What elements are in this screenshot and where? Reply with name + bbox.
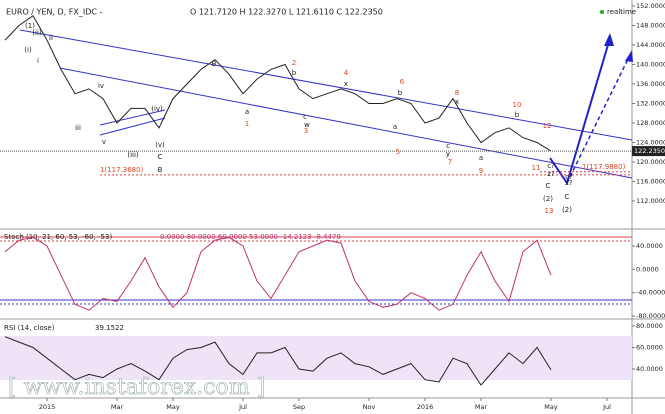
wave-label: 12 [543,122,552,130]
y-tick-label: 148.0000 [636,21,665,29]
chart-title: EURO / YEN, D, FX_IDC - [6,8,103,17]
y-tick-label: 152.0000 [636,2,665,10]
watermark: [ www.instaforex.com ] [8,375,265,400]
x-tick-label: 2016 [417,403,434,411]
arrow-head [625,50,633,62]
wave-label: z? [547,170,555,178]
wave-label: B [212,60,217,68]
wave-label: (2) [543,195,553,203]
y-tick-label: 116.0000 [636,177,665,185]
wave-label: 10 [513,101,522,109]
wave-label: b [398,89,403,97]
x-tick-label: Mar [111,403,124,411]
wave-label: B [158,166,163,174]
wave-label: 6 [400,78,405,86]
wave-label: b [515,111,520,119]
y-tick-label: 144.0000 [636,41,665,49]
y-tick-label: 60.0000 [636,343,663,351]
wave-label: 1 [245,120,249,128]
price-tag-label: 122.2350 [634,147,665,155]
wave-label: a [393,123,397,131]
wave-label: y [446,150,450,158]
x-tick-label: 2015 [39,403,56,411]
channel-line [59,67,633,179]
wave-label: 8 [455,89,459,97]
wave-label: z? [565,179,573,187]
wave-label: i [37,57,39,65]
wave-label: (v) [155,141,165,149]
x-tick-label: Jul [238,403,247,411]
price-tag [632,146,665,157]
wave-label: 13 [545,207,554,215]
ohlc: O 121.7120 H 122.3270 L 121.6110 C 122.2… [190,8,383,17]
level-label: 1(117.3680) [100,166,144,174]
wave-label: C [546,182,551,190]
wave-label: (1) [25,22,35,30]
wave-label: C [565,193,570,201]
y-tick-label: -80.0000 [636,312,665,320]
wave-label: v [102,138,106,146]
wave-label: 3 [304,127,308,135]
wave-label: iii [75,124,81,132]
y-tick-label: 120.0000 [636,158,665,166]
channel-line [99,109,166,126]
stoch-values: 0.0000 80.0000 60.0000 53.0000 -14.2123 … [160,233,341,241]
y-tick-label: -40.0000 [636,289,665,297]
wave-label: c? [547,162,555,170]
y-tick-label: 140.0000 [636,60,665,68]
realtime: realtime [607,8,636,16]
y-tick-label: 40.0000 [636,365,663,373]
wave-label: 2 [292,59,296,67]
wave-label: w [304,121,310,129]
wave-label: x [344,80,348,88]
channel-line [19,29,633,141]
arrow-head [604,33,614,46]
wave-label: 9 [479,167,483,175]
y-tick-label: 40.0000 [636,242,663,250]
wave-label: 11 [532,164,541,172]
x-tick-label: Jul [602,403,611,411]
x-tick-label: Nov [363,403,376,411]
wave-label: (ii) [32,29,42,37]
wave-label: iv [98,82,104,90]
wave-label: b [292,69,297,77]
y-tick-label: 0.0000 [636,265,659,273]
wave-label: (iv) [151,105,163,113]
x-tick-label: Mar [475,403,488,411]
y-tick-label: 132.0000 [636,99,665,107]
projection-arrow [566,54,631,184]
x-tick-label: May [166,403,180,411]
x-tick-label: Sep [293,403,305,411]
wave-label: C [158,153,163,161]
rsi-title: RSI (14, close) [4,324,55,332]
series-line [4,336,552,386]
y-tick-label: 112.0000 [636,197,665,205]
wave-label: a [479,154,483,162]
wave-label: x [455,98,459,106]
wave-label: (i) [24,46,32,54]
y-tick-label: 128.0000 [636,119,665,127]
wave-label: (2) [562,206,572,214]
x-tick-label: May [544,403,558,411]
series-line [4,14,552,152]
series-line [4,236,552,311]
wave-label: 7 [448,158,452,166]
wave-label: 4 [344,69,349,77]
level-label: 1(117.9880) [582,163,626,171]
wave-label: 5 [396,148,400,156]
wave-label: c [303,113,307,121]
y-tick-label: 124.0000 [636,138,665,146]
y-tick-label: 80.0000 [636,322,663,330]
stoch-title: Stoch (10, 21, 60, 53, -60, -53) [4,233,112,241]
wave-label: ii [49,34,53,42]
rsi-value: 39.1522 [95,324,124,332]
wave-label: (iii) [127,151,139,159]
realtime-dot [600,10,604,14]
y-tick-label: 136.0000 [636,80,665,88]
rsi-band [0,336,632,380]
wave-label: c [446,142,450,150]
wave-label: c? [565,173,573,181]
wave-label: a [245,108,249,116]
